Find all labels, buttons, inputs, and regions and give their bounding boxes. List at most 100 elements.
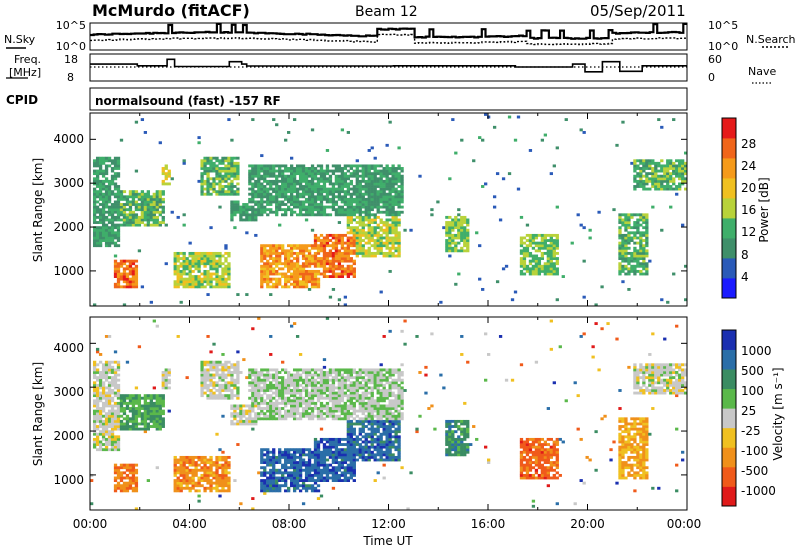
heatmap-cell: [104, 236, 109, 240]
heatmap-cell: [525, 239, 530, 242]
heatmap-cell: [352, 251, 356, 255]
heatmap-cell: [454, 226, 458, 230]
heatmap-cell: [531, 254, 536, 258]
heatmap-cell: [200, 277, 204, 281]
heatmap-cell: [278, 453, 282, 457]
heatmap-cell: [522, 272, 527, 276]
heatmap-cell: [113, 486, 118, 490]
heatmap-cell: [364, 200, 368, 204]
heatmap-cell: [481, 185, 485, 188]
heatmap-cell: [391, 228, 395, 232]
heatmap-cell: [155, 203, 159, 206]
heatmap-cell: [269, 407, 273, 410]
heatmap-cell: [116, 394, 121, 398]
heatmap-cell: [266, 249, 270, 253]
heatmap-cell: [657, 187, 661, 191]
heatmap-cell: [319, 185, 324, 188]
heatmap-cell: [260, 174, 264, 178]
heatmap-cell: [346, 251, 350, 255]
heatmap-cell: [269, 262, 273, 266]
heatmap-cell: [101, 174, 106, 178]
heatmap-cell: [266, 192, 270, 196]
heatmap-cell: [179, 300, 183, 304]
heatmap-cell: [224, 285, 228, 289]
heatmap-cell: [191, 277, 195, 281]
heatmap-cell: [681, 223, 685, 227]
heatmap-cell: [555, 205, 559, 209]
noise-tick-right-top: 10^5: [708, 19, 738, 32]
heatmap-cell: [358, 218, 362, 222]
heatmap-cell: [104, 200, 109, 204]
heatmap-cell: [361, 215, 365, 219]
heatmap-cell: [272, 473, 276, 477]
heatmap-cell: [218, 479, 222, 482]
heatmap-cell: [340, 272, 345, 276]
heatmap-cell: [292, 285, 297, 289]
heatmap-cell: [95, 231, 100, 235]
heatmap-cell: [179, 481, 183, 485]
heatmap-cell: [298, 458, 303, 462]
heatmap-cell: [140, 203, 145, 206]
heatmap-cell: [227, 161, 231, 165]
heatmap-cell: [546, 259, 550, 263]
heatmap-cell: [292, 179, 297, 183]
heatmap-cell: [373, 221, 377, 224]
heatmap-cell: [110, 167, 115, 170]
power-ytick-2000: 2000: [53, 220, 84, 234]
heatmap-cell: [385, 195, 389, 199]
heatmap-cell: [304, 371, 309, 374]
heatmap-cell: [627, 213, 631, 217]
heatmap-cell: [185, 277, 189, 281]
heatmap-cell: [292, 479, 297, 482]
heatmap-cell: [116, 215, 121, 219]
heatmap-cell: [143, 404, 148, 408]
heatmap-cell: [388, 169, 392, 173]
heatmap-cell: [346, 174, 350, 178]
heatmap-cell: [188, 463, 192, 467]
heatmap-cell: [212, 156, 216, 160]
heatmap-cell: [203, 259, 207, 263]
heatmap-cell: [194, 455, 198, 459]
heatmap-cell: [301, 481, 306, 485]
heatmap-cell: [98, 407, 103, 410]
heatmap-cell: [113, 203, 118, 206]
heatmap-cell: [334, 177, 339, 181]
heatmap-cell: [352, 267, 356, 271]
heatmap-cell: [230, 210, 234, 214]
heatmap-cell: [454, 233, 458, 237]
heatmap-cell: [209, 177, 213, 181]
heatmap-cell: [394, 228, 398, 232]
heatmap-cell: [218, 282, 222, 286]
heatmap-cell: [155, 215, 159, 219]
heatmap-cell: [540, 267, 545, 271]
heatmap-cell: [98, 218, 103, 222]
heatmap-cell: [134, 275, 139, 278]
heatmap-cell: [313, 383, 318, 387]
heatmap-cell: [281, 383, 285, 387]
heatmap-cell: [391, 244, 395, 248]
heatmap-cell: [206, 192, 210, 196]
heatmap-cell: [230, 412, 234, 416]
heatmap-cell: [206, 159, 210, 163]
heatmap-cell: [633, 267, 637, 271]
heatmap-cell: [334, 254, 339, 258]
heatmap-cell: [307, 414, 312, 418]
heatmap-cell: [227, 481, 231, 485]
heatmap-cell: [621, 236, 625, 240]
heatmap-cell: [295, 179, 300, 183]
heatmap-cell: [212, 376, 216, 380]
heatmap-cell: [301, 172, 306, 176]
heatmap-cell: [397, 241, 401, 245]
heatmap-cell: [322, 254, 327, 258]
heatmap-cell: [116, 368, 121, 372]
heatmap-cell: [263, 376, 267, 380]
heatmap-cell: [230, 182, 234, 186]
heatmap-cell: [287, 185, 291, 188]
heatmap-cell: [400, 167, 404, 170]
heatmap-cell: [666, 182, 670, 186]
heatmap-cell: [158, 213, 162, 217]
heatmap-cell: [116, 383, 121, 387]
heatmap-cell: [316, 412, 321, 416]
heatmap-cell: [278, 468, 282, 472]
heatmap-cell: [236, 161, 240, 165]
